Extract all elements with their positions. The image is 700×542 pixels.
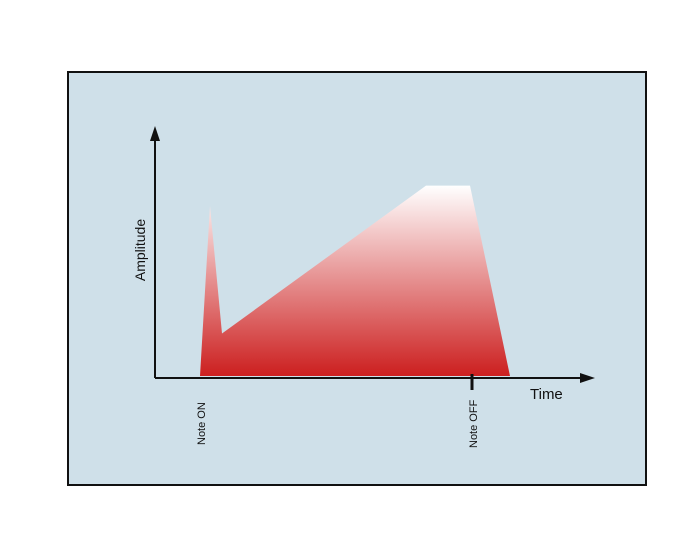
y-axis-label: Amplitude xyxy=(132,219,148,281)
diagram-frame xyxy=(67,71,647,486)
x-axis-label: Time xyxy=(530,386,563,403)
note-on-label: Note ON xyxy=(196,402,208,445)
amplitude-envelope xyxy=(200,185,510,376)
x-axis-arrowhead xyxy=(580,373,595,383)
note-off-label: Note OFF xyxy=(468,399,480,448)
y-axis-arrowhead xyxy=(150,126,160,141)
